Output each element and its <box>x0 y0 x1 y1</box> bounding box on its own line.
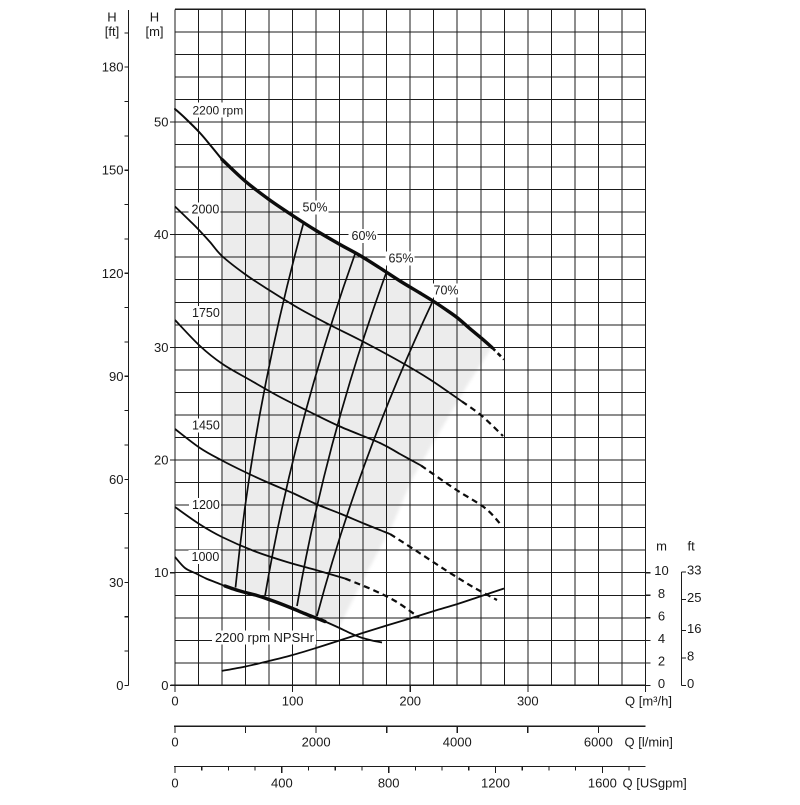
svg-text:1000: 1000 <box>192 550 220 564</box>
svg-text:30: 30 <box>154 340 168 355</box>
svg-text:Q [l/min]: Q [l/min] <box>625 735 673 750</box>
svg-text:300: 300 <box>517 694 539 709</box>
svg-text:H: H <box>150 10 159 25</box>
svg-text:120: 120 <box>102 266 124 281</box>
svg-text:20: 20 <box>154 453 168 468</box>
svg-text:180: 180 <box>102 60 124 75</box>
svg-text:Q [USgpm]: Q [USgpm] <box>623 776 687 791</box>
svg-text:65%: 65% <box>389 252 414 266</box>
svg-text:0: 0 <box>171 694 178 709</box>
svg-text:[m]: [m] <box>145 24 163 39</box>
svg-text:0: 0 <box>116 678 123 693</box>
svg-text:H: H <box>107 10 116 25</box>
svg-text:200: 200 <box>399 694 421 709</box>
svg-text:2: 2 <box>658 653 665 668</box>
svg-text:800: 800 <box>378 776 400 791</box>
svg-text:100: 100 <box>282 694 304 709</box>
svg-text:8: 8 <box>658 586 665 601</box>
svg-text:2000: 2000 <box>192 203 220 217</box>
svg-text:40: 40 <box>154 227 168 242</box>
svg-text:m: m <box>656 539 667 554</box>
svg-text:50%: 50% <box>303 201 328 215</box>
svg-text:60%: 60% <box>352 229 377 243</box>
svg-text:150: 150 <box>102 163 124 178</box>
svg-text:4: 4 <box>658 631 665 646</box>
svg-text:8: 8 <box>687 648 694 663</box>
svg-text:4000: 4000 <box>443 735 472 750</box>
svg-text:0: 0 <box>687 676 694 691</box>
svg-text:2200 rpm: 2200 rpm <box>193 104 244 118</box>
svg-text:25: 25 <box>687 590 701 605</box>
svg-text:30: 30 <box>109 575 123 590</box>
svg-text:1200: 1200 <box>481 776 510 791</box>
svg-text:[ft]: [ft] <box>105 24 119 39</box>
svg-text:2000: 2000 <box>302 735 331 750</box>
svg-text:50: 50 <box>154 114 168 129</box>
svg-text:90: 90 <box>109 369 123 384</box>
svg-text:0: 0 <box>171 776 178 791</box>
svg-text:33: 33 <box>687 563 701 578</box>
svg-text:60: 60 <box>109 472 123 487</box>
svg-text:6: 6 <box>658 608 665 623</box>
svg-text:1450: 1450 <box>192 419 220 433</box>
svg-text:ft: ft <box>688 539 696 554</box>
svg-text:1200: 1200 <box>192 498 220 512</box>
svg-text:0: 0 <box>171 735 178 750</box>
svg-text:70%: 70% <box>434 284 459 298</box>
svg-text:16: 16 <box>687 621 701 636</box>
svg-text:1750: 1750 <box>192 306 220 320</box>
svg-text:6000: 6000 <box>584 735 613 750</box>
svg-text:400: 400 <box>271 776 293 791</box>
svg-text:0: 0 <box>658 676 665 691</box>
svg-text:10: 10 <box>654 563 668 578</box>
svg-text:2200 rpm NPSHr: 2200 rpm NPSHr <box>215 630 315 645</box>
svg-text:1600: 1600 <box>588 776 617 791</box>
svg-text:10: 10 <box>154 565 168 580</box>
svg-text:0: 0 <box>161 678 168 693</box>
svg-text:Q [m³/h]: Q [m³/h] <box>625 694 672 709</box>
